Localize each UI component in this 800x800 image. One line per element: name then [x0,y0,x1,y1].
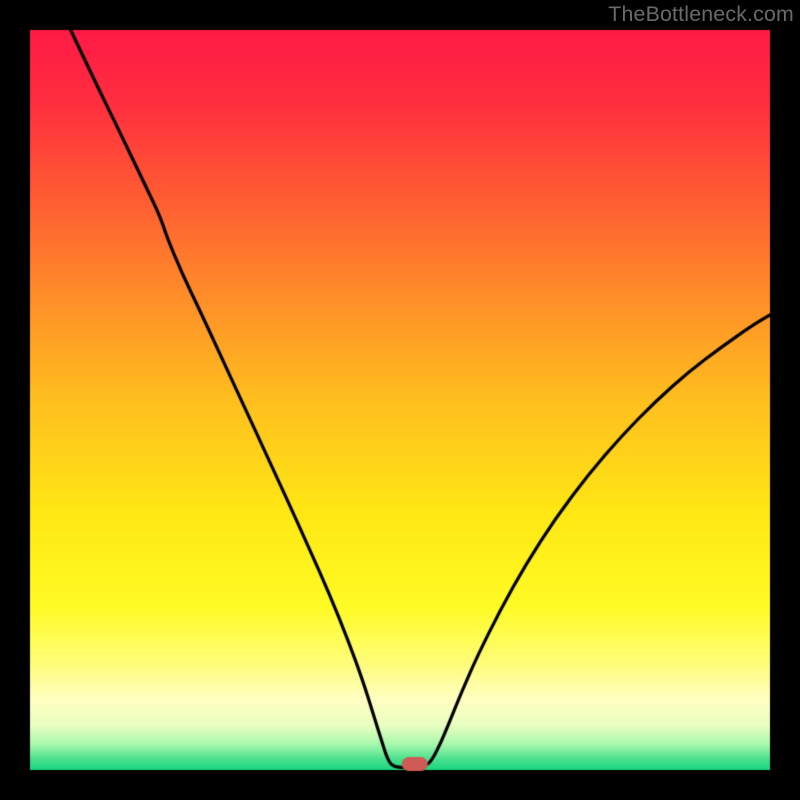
bottleneck-chart-canvas [0,0,800,800]
watermark-label: TheBottleneck.com [608,2,794,27]
chart-stage: TheBottleneck.com [0,0,800,800]
